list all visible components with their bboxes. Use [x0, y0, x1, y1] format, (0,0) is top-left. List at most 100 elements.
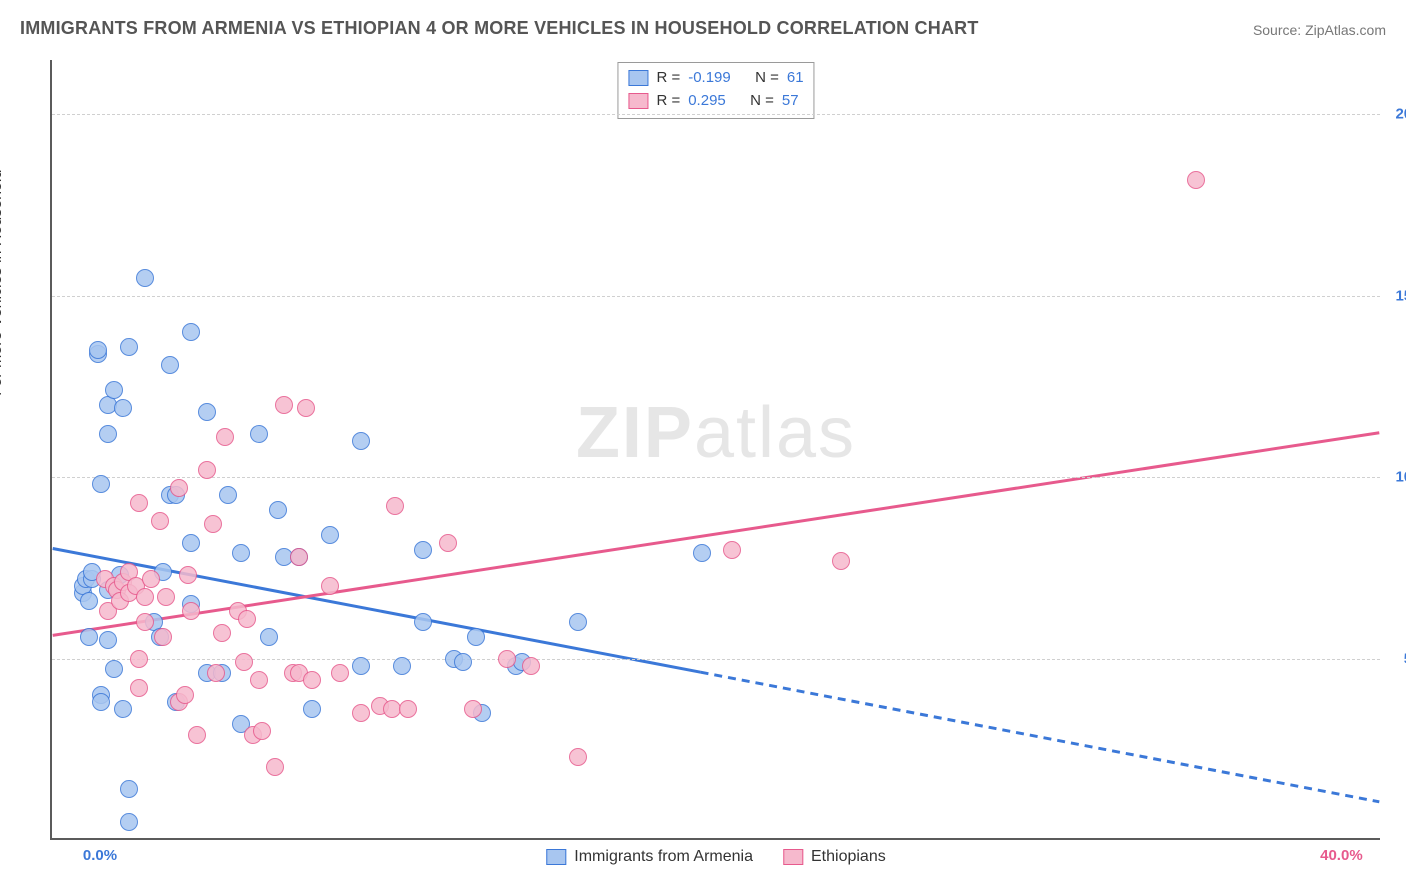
data-point [182, 323, 200, 341]
legend-label: Ethiopians [811, 848, 886, 866]
data-point [297, 399, 315, 417]
data-point [130, 494, 148, 512]
data-point [136, 588, 154, 606]
data-point [219, 486, 237, 504]
x-tick-label: 40.0% [1320, 847, 1363, 864]
data-point [269, 501, 287, 519]
data-point [235, 653, 253, 671]
data-point [182, 602, 200, 620]
y-tick-label: 15.0% [1395, 287, 1406, 304]
data-point [238, 610, 256, 628]
legend-series: Immigrants from Armenia Ethiopians [546, 848, 885, 866]
data-point [414, 613, 432, 631]
data-point [522, 657, 540, 675]
data-point [266, 758, 284, 776]
data-point [198, 403, 216, 421]
data-point [114, 399, 132, 417]
y-tick-label: 20.0% [1395, 106, 1406, 123]
data-point [176, 686, 194, 704]
data-point [331, 664, 349, 682]
data-point [303, 700, 321, 718]
data-point [151, 512, 169, 530]
legend-swatch [783, 849, 803, 865]
data-point [80, 592, 98, 610]
legend-stats: R = -0.199 N = 61 R = 0.295 N = 57 [617, 62, 814, 119]
data-point [569, 613, 587, 631]
data-point [250, 671, 268, 689]
data-point [216, 428, 234, 446]
data-point [464, 700, 482, 718]
x-tick-label: 0.0% [83, 847, 117, 864]
legend-item: Immigrants from Armenia [546, 848, 753, 866]
legend-n-label: N = [755, 67, 779, 90]
chart-title: IMMIGRANTS FROM ARMENIA VS ETHIOPIAN 4 O… [20, 18, 979, 39]
data-point [92, 475, 110, 493]
legend-r-label: R = [656, 90, 680, 113]
data-point [182, 534, 200, 552]
legend-stats-row-1: R = 0.295 N = 57 [628, 90, 803, 113]
data-point [120, 338, 138, 356]
gridline [52, 477, 1380, 478]
data-point [204, 515, 222, 533]
data-point [99, 425, 117, 443]
data-point [321, 526, 339, 544]
y-tick-label: 10.0% [1395, 469, 1406, 486]
gridline [52, 296, 1380, 297]
data-point [99, 631, 117, 649]
data-point [89, 341, 107, 359]
data-point [105, 660, 123, 678]
data-point [120, 813, 138, 831]
data-point [250, 425, 268, 443]
legend-r-1: 0.295 [688, 90, 726, 113]
legend-swatch-1 [628, 93, 648, 109]
legend-r-0: -0.199 [688, 67, 731, 90]
data-point [275, 396, 293, 414]
trend-line [53, 433, 1380, 636]
source-label: Source: ZipAtlas.com [1253, 22, 1386, 38]
data-point [198, 461, 216, 479]
data-point [105, 381, 123, 399]
data-point [130, 679, 148, 697]
data-point [303, 671, 321, 689]
data-point [467, 628, 485, 646]
data-point [352, 657, 370, 675]
legend-label: Immigrants from Armenia [574, 848, 753, 866]
data-point [232, 544, 250, 562]
data-point [569, 748, 587, 766]
data-point [439, 534, 457, 552]
data-point [130, 650, 148, 668]
data-point [352, 432, 370, 450]
data-point [498, 650, 516, 668]
data-point [161, 356, 179, 374]
data-point [92, 693, 110, 711]
data-point [393, 657, 411, 675]
legend-swatch-0 [628, 70, 648, 86]
data-point [120, 780, 138, 798]
data-point [693, 544, 711, 562]
legend-stats-row-0: R = -0.199 N = 61 [628, 67, 803, 90]
data-point [414, 541, 432, 559]
gridline [52, 114, 1380, 115]
data-point [154, 628, 172, 646]
data-point [386, 497, 404, 515]
legend-n-1: 57 [782, 90, 799, 113]
legend-r-label: R = [656, 67, 680, 90]
data-point [213, 624, 231, 642]
legend-n-0: 61 [787, 67, 804, 90]
legend-item: Ethiopians [783, 848, 886, 866]
data-point [157, 588, 175, 606]
data-point [1187, 171, 1205, 189]
data-point [399, 700, 417, 718]
legend-n-label: N = [750, 90, 774, 113]
data-point [290, 548, 308, 566]
data-point [188, 726, 206, 744]
data-point [136, 613, 154, 631]
data-point [179, 566, 197, 584]
plot-area: ZIPatlas R = -0.199 N = 61 R = 0.295 N =… [50, 60, 1380, 840]
data-point [352, 704, 370, 722]
data-point [142, 570, 160, 588]
chart-container: IMMIGRANTS FROM ARMENIA VS ETHIOPIAN 4 O… [0, 0, 1406, 892]
data-point [114, 700, 132, 718]
data-point [207, 664, 225, 682]
trend-line [53, 549, 701, 673]
